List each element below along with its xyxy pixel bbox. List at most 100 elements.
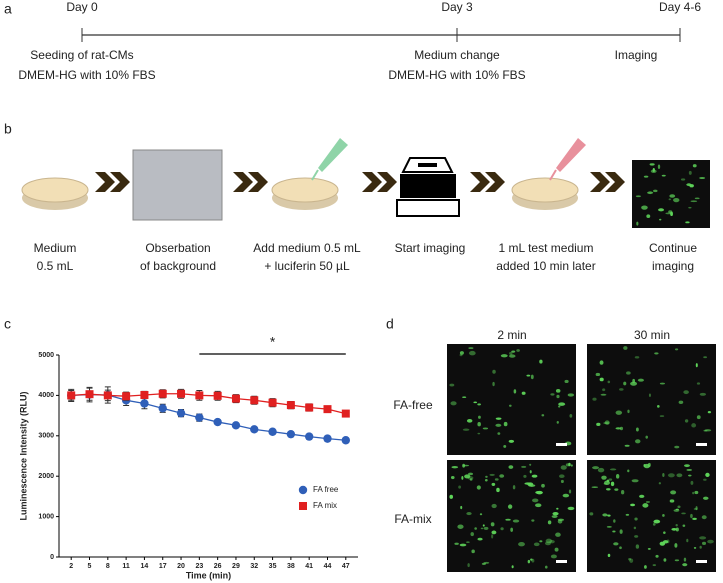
cell	[683, 557, 687, 562]
marker	[341, 436, 350, 445]
cell	[627, 409, 630, 414]
cell	[497, 432, 501, 435]
cell	[652, 522, 656, 526]
cell	[634, 356, 640, 359]
cell	[631, 479, 639, 483]
cell	[511, 565, 514, 569]
cell	[606, 479, 610, 483]
cell	[547, 520, 552, 525]
legend-label: FA free	[313, 485, 339, 494]
cell	[699, 545, 702, 549]
cell	[678, 400, 684, 405]
cell	[570, 464, 573, 467]
cell	[516, 349, 520, 352]
timeline-note: DMEM-HG with 10% FBS	[388, 68, 525, 82]
cell	[694, 490, 699, 495]
cell	[602, 513, 608, 517]
marker	[176, 408, 186, 418]
cell	[496, 487, 500, 493]
cell	[531, 519, 535, 522]
cell	[615, 410, 623, 415]
cell	[615, 474, 620, 479]
cell	[682, 524, 686, 527]
cell	[477, 422, 481, 427]
cell	[544, 565, 548, 569]
chevrons	[95, 172, 625, 192]
cell	[663, 531, 666, 534]
cell	[643, 175, 649, 178]
cell	[531, 558, 535, 563]
marker	[268, 427, 277, 436]
cell	[460, 505, 463, 510]
cell	[451, 465, 459, 469]
scale-bar	[556, 560, 567, 563]
cell	[485, 475, 488, 478]
cell	[643, 464, 646, 467]
marker	[140, 390, 149, 399]
x-tick-label: 2	[69, 563, 73, 570]
y-tick-label: 0	[50, 554, 54, 561]
cell	[513, 389, 517, 394]
cell	[703, 496, 709, 500]
step-label: 0.5 mL	[37, 259, 74, 273]
cell	[675, 508, 679, 511]
cell	[705, 472, 710, 478]
day-label: Day 4-6	[659, 0, 701, 14]
marker	[67, 391, 76, 400]
cell	[612, 530, 616, 533]
cell	[690, 513, 693, 519]
y-tick-label: 3000	[38, 433, 54, 440]
y-tick-label: 4000	[38, 392, 54, 399]
cell	[654, 352, 659, 355]
cell	[613, 542, 619, 546]
cell	[599, 377, 604, 382]
cell	[647, 548, 651, 550]
marker	[231, 394, 240, 403]
cell	[602, 388, 606, 392]
cell	[468, 350, 476, 356]
cell	[624, 444, 630, 447]
cell	[658, 482, 662, 485]
step-label: Add medium 0.5 mL	[253, 241, 361, 255]
cell	[665, 212, 672, 215]
cell	[500, 527, 504, 531]
cell	[645, 501, 650, 503]
cell	[491, 482, 496, 486]
marker	[231, 421, 241, 430]
cell	[481, 562, 487, 565]
cell	[482, 524, 485, 527]
cell	[549, 540, 555, 544]
cell	[655, 554, 659, 558]
cell	[609, 468, 617, 471]
cell	[685, 221, 690, 224]
cell	[477, 537, 483, 541]
cell	[628, 558, 632, 561]
x-tick-label: 41	[305, 563, 313, 570]
cell	[470, 532, 474, 537]
cell	[490, 522, 495, 527]
cell	[684, 464, 690, 468]
cell	[530, 558, 533, 561]
timeline-note: Seeding of rat-CMs	[30, 48, 133, 62]
cell	[468, 347, 474, 350]
marker	[286, 401, 295, 410]
cell	[688, 474, 692, 477]
cell	[450, 401, 457, 406]
column-header: 2 min	[497, 328, 526, 342]
cell	[608, 478, 613, 481]
cell	[648, 393, 651, 397]
cell	[560, 479, 564, 484]
cell	[645, 435, 648, 439]
marker	[286, 429, 296, 439]
panel-label: a	[4, 1, 12, 17]
legend-marker	[299, 502, 307, 510]
cell	[564, 379, 569, 384]
cell	[466, 511, 472, 516]
cell	[509, 351, 513, 355]
cell	[703, 478, 707, 481]
cell	[505, 518, 511, 521]
cell	[521, 465, 527, 468]
x-tick-label: 8	[106, 563, 110, 570]
cell	[692, 491, 695, 495]
cell	[568, 489, 572, 494]
